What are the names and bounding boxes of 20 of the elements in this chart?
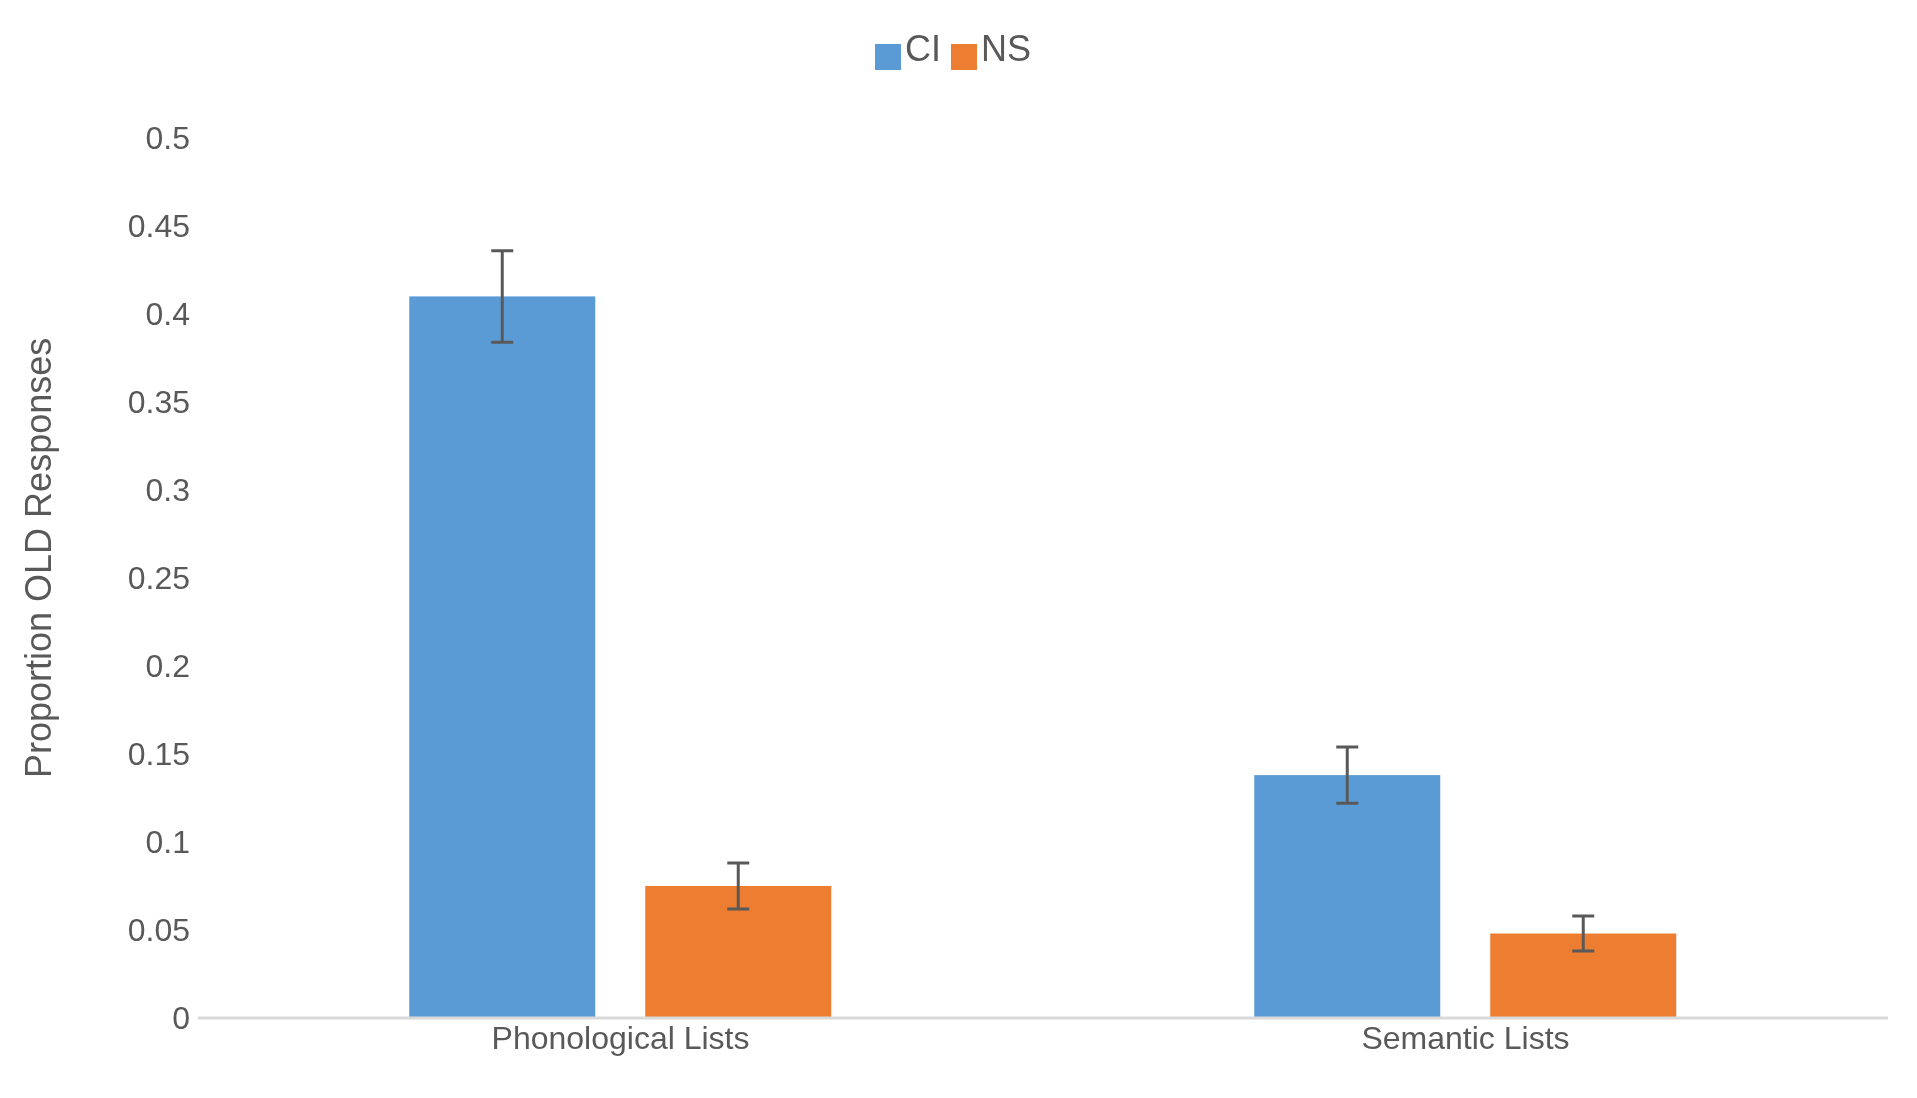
x-tick-label: Phonological Lists <box>491 1019 750 1056</box>
bar <box>409 296 596 1018</box>
bar <box>1490 933 1677 1018</box>
y-tick-label: 0 <box>172 1000 190 1037</box>
x-tick-label: Semantic Lists <box>1361 1019 1570 1056</box>
bar <box>1254 775 1441 1018</box>
y-axis-title: Proportion OLD Responses <box>17 337 59 778</box>
bar <box>645 886 832 1018</box>
y-tick-label: 0.45 <box>127 208 190 245</box>
y-tick-label: 0.15 <box>127 736 190 773</box>
y-tick-label: 0.05 <box>127 912 190 949</box>
y-tick-label: 0.5 <box>145 120 190 157</box>
legend-label: NS <box>980 28 1031 69</box>
y-tick-label: 0.3 <box>145 472 190 509</box>
y-tick-label: 0.2 <box>145 648 190 685</box>
legend-label: CI <box>904 28 941 69</box>
y-tick-label: 0.4 <box>145 296 190 333</box>
y-tick-label: 0.1 <box>145 824 190 861</box>
y-tick-label: 0.25 <box>127 560 190 597</box>
y-tick-label: 0.35 <box>127 384 190 421</box>
